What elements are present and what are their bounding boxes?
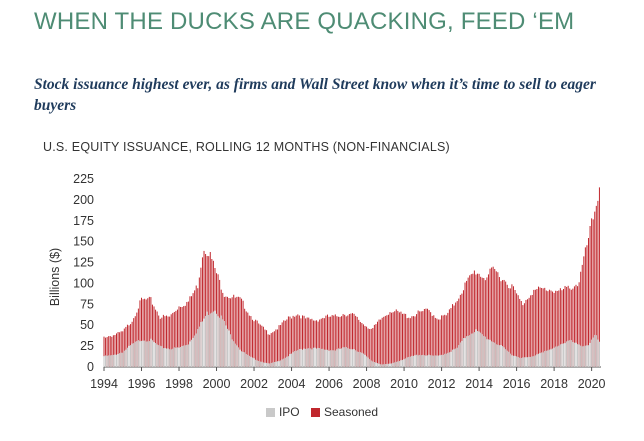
seasoned-series [103,187,600,367]
x-tick-label: 2000 [203,377,231,391]
x-tick-label: 2016 [503,377,531,391]
x-tick-label: 2008 [353,377,381,391]
y-tick-label: 0 [87,360,94,374]
x-tick-label: 2002 [240,377,268,391]
x-tick-label: 2006 [315,377,343,391]
x-tick-label: 2012 [428,377,456,391]
axis-labels: 0 25 50 75 100 125 150 175 200 225 1994 1996 1998 200… [48,172,606,391]
y-tick-label: 100 [73,276,94,290]
x-tick-label: 1994 [90,377,118,391]
subtitle: Stock issuance highest ever, as firms an… [34,76,596,114]
legend-item-ipo: IPO [265,405,300,419]
seasoned-swatch [310,407,320,417]
y-tick-label: 225 [73,172,94,186]
y-tick-label: 25 [80,339,94,353]
legend: IPO Seasoned [0,405,644,420]
y-tick-label: 50 [80,318,94,332]
x-tick-label: 2014 [465,377,493,391]
y-axis-title: Billions ($) [48,248,62,306]
x-tick-label: 2004 [278,377,306,391]
y-tick-label: 175 [73,214,94,228]
legend-label-seasoned: Seasoned [323,405,379,419]
ipo-swatch [265,407,275,417]
y-tick-label: 125 [73,256,94,270]
headline: WHEN THE DUCKS ARE QUACKING, FEED ‘EM [34,8,575,35]
y-tick-label: 200 [73,193,94,207]
x-tick-label: 1996 [128,377,156,391]
ipo-series [103,310,600,367]
x-tick-label: 2010 [390,377,418,391]
x-tick-label: 1998 [165,377,193,391]
legend-item-seasoned: Seasoned [310,405,379,419]
y-tick-label: 150 [73,235,94,249]
x-tick-label: 2020 [578,377,606,391]
y-tick-label: 75 [80,297,94,311]
axes [103,366,601,371]
x-tick-label: 2018 [540,377,568,391]
legend-label-ipo: IPO [278,405,300,419]
chart-title: U.S. EQUITY ISSUANCE, ROLLING 12 MONTHS … [43,140,450,154]
